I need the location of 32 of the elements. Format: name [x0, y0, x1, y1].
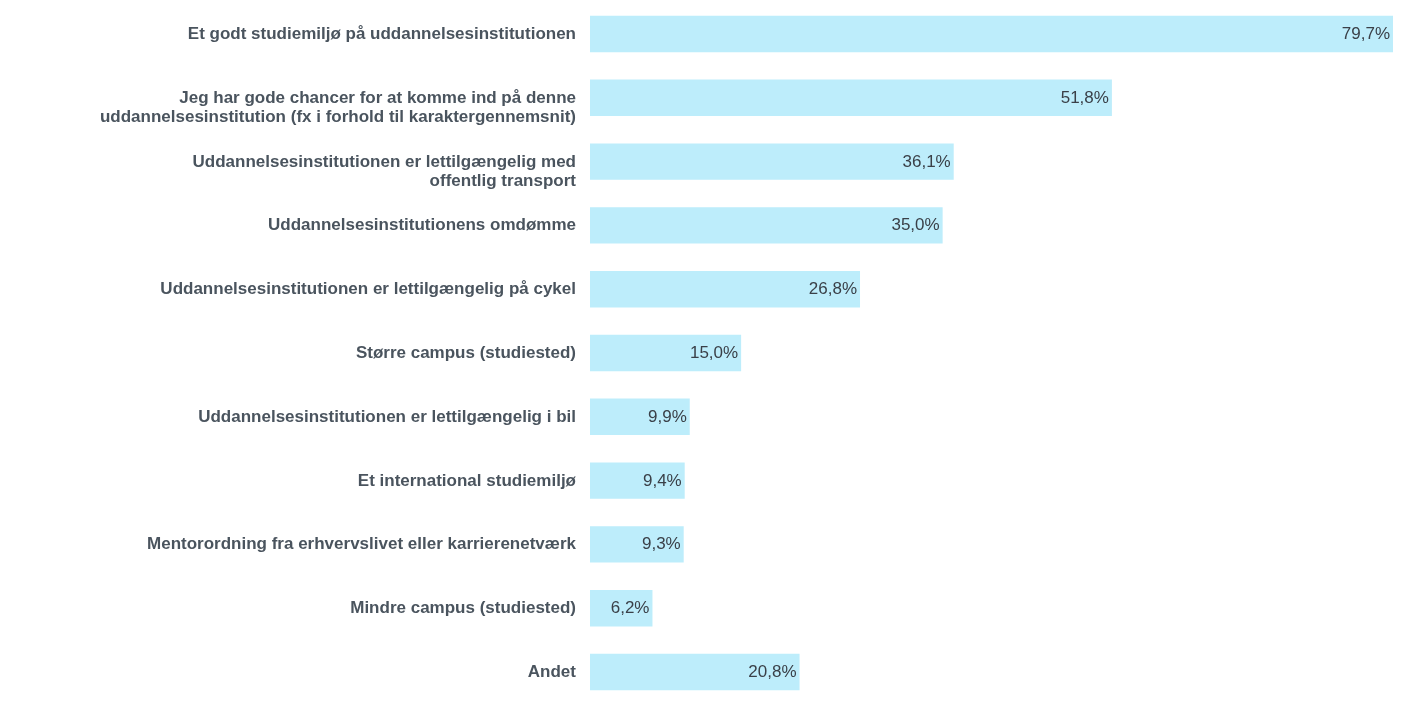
bar	[590, 398, 690, 435]
data-label: 51,8%	[1060, 87, 1109, 107]
bar	[590, 462, 685, 499]
y-tick-label: Andet	[527, 662, 577, 682]
data-label: 26,8%	[808, 279, 858, 299]
data-label: 79,7%	[1341, 23, 1390, 43]
data-label: 9,9%	[648, 406, 687, 426]
y-tick-label: Mentorordning fra erhvervslivet eller karrierenetværk	[147, 534, 577, 554]
y-tick-label: Større campus (studiested)	[355, 343, 576, 362]
y-tick-label: Uddannelsesinstitutionens omdømme	[268, 215, 576, 235]
y-tick-label: Uddannelsesinstitutionen er lettilgængelig i bil	[198, 406, 576, 426]
data-label: 36,1%	[902, 151, 951, 171]
bar	[590, 526, 684, 563]
data-label: 9,3%	[641, 534, 681, 554]
y-tick-label: Uddannelsesinstitutionen er lettilgængelig på cykel	[160, 279, 576, 299]
data-label: 35,0%	[891, 215, 940, 235]
bar	[590, 271, 861, 308]
y-tick-label: Et international studiemiljø	[357, 470, 577, 490]
bar	[590, 15, 1393, 53]
bar	[590, 79, 1112, 116]
y-tick-label: Et godt studiemiljø på uddannelsesinstitutionen	[187, 23, 576, 43]
data-label: 9,4%	[642, 470, 682, 490]
bar	[590, 334, 742, 372]
data-label: 15,0%	[689, 343, 739, 362]
data-label: 20,8%	[748, 662, 797, 682]
y-tick-label: Mindre campus (studiested)	[350, 598, 576, 618]
y-tick-label: Uddannelsesinstitutionen er lettilgængelig med offentlig transport	[192, 151, 577, 190]
bar	[590, 143, 954, 180]
data-label: 6,2%	[610, 598, 650, 618]
bar	[590, 207, 943, 244]
bar	[590, 653, 800, 691]
y-tick-label: Jeg har gode chancer for at komme ind på denne uddannelsesinstitution (fx i forhold til karaktergennemsnit)	[99, 87, 576, 126]
